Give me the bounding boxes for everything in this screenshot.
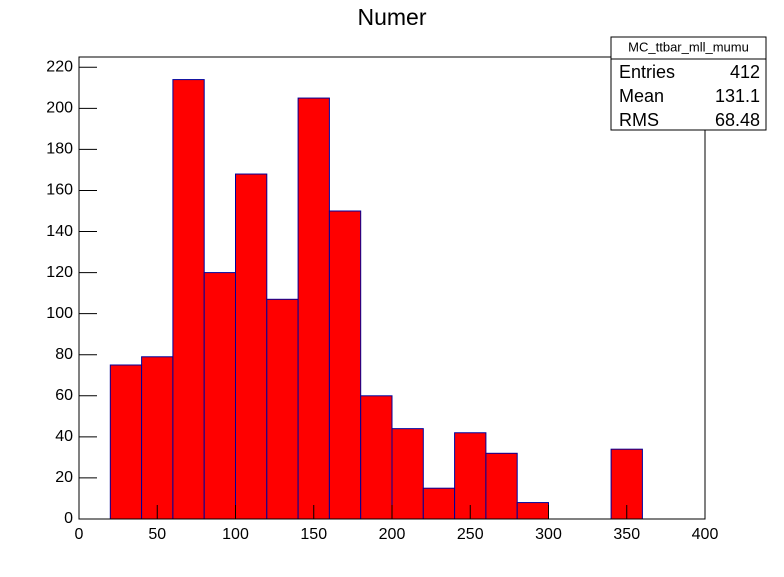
y-tick-label: 40 [55, 428, 73, 445]
stats-label: RMS [619, 110, 659, 130]
x-tick-label: 400 [692, 526, 719, 543]
histogram-bar [391, 428, 424, 520]
y-tick-label: 160 [46, 182, 73, 199]
stats-value: 68.48 [715, 110, 760, 130]
x-tick-label: 150 [300, 526, 327, 543]
stats-label: Mean [619, 86, 664, 106]
y-tick-label: 0 [64, 510, 73, 527]
histogram-bar [485, 452, 518, 520]
x-tick-label: 200 [379, 526, 406, 543]
histogram-bar [516, 502, 550, 520]
histogram-bar [141, 356, 174, 520]
histogram-bar [422, 487, 456, 520]
y-tick-label: 180 [46, 141, 73, 158]
histogram-bar [203, 272, 236, 520]
y-tick-label: 200 [46, 100, 73, 117]
y-tick-label: 100 [46, 305, 73, 322]
histogram-bar [109, 364, 143, 520]
y-tick-label: 140 [46, 223, 73, 240]
y-tick-label: 20 [55, 469, 73, 486]
stats-box [610, 36, 767, 131]
stats-label: Entries [619, 62, 675, 82]
histogram-bar [328, 210, 362, 520]
histogram-bar [235, 173, 268, 520]
stats-title: MC_ttbar_mll_mumu [628, 39, 749, 54]
histogram-bar [266, 298, 299, 520]
histogram-bar [297, 97, 330, 520]
x-tick-label: 350 [613, 526, 640, 543]
chart-title: Numer [357, 4, 426, 30]
y-tick-label: 80 [55, 346, 73, 363]
histogram-bar [454, 432, 487, 520]
x-tick-label: 300 [535, 526, 562, 543]
histogram-bar [172, 79, 205, 520]
y-tick-label: 120 [46, 264, 73, 281]
x-tick-label: 50 [148, 526, 166, 543]
x-tick-label: 100 [222, 526, 249, 543]
x-tick-label: 0 [75, 526, 84, 543]
stats-value: 412 [730, 62, 760, 82]
y-tick-label: 220 [46, 58, 73, 75]
y-tick-label: 60 [55, 387, 73, 404]
stats-value: 131.1 [715, 86, 760, 106]
x-tick-label: 250 [457, 526, 484, 543]
histogram-bar [360, 395, 393, 520]
